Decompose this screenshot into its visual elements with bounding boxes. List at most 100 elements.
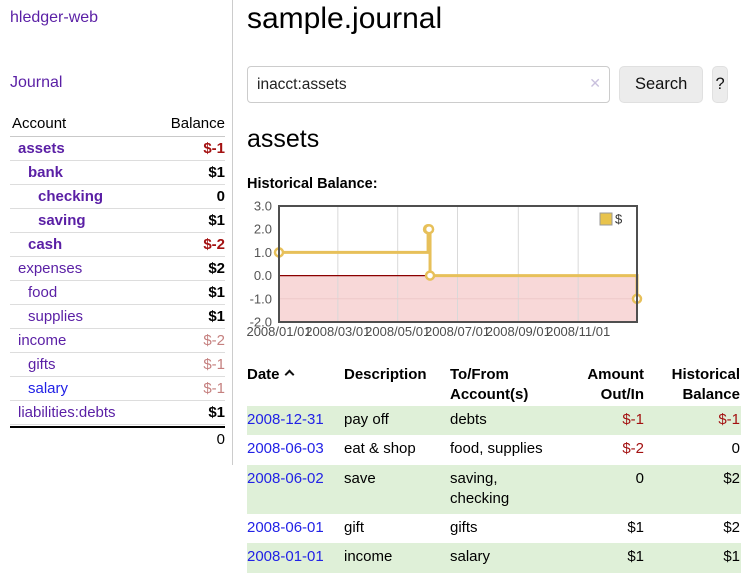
account-balance: $-2 <box>203 332 225 349</box>
search-button[interactable]: Search <box>619 66 704 103</box>
account-link[interactable]: liabilities:debts <box>18 404 116 421</box>
account-row: food $1 <box>10 281 225 305</box>
legend-label: $ <box>615 212 623 227</box>
transaction-description: eat & shop <box>344 440 416 458</box>
register-row: 2008-06-02 save saving, checking 0 $2 <box>247 464 741 514</box>
account-heading: assets <box>247 125 320 153</box>
account-row: expenses $2 <box>10 257 225 281</box>
account-link[interactable]: assets <box>18 140 65 157</box>
account-link[interactable]: checking <box>38 188 104 205</box>
account-balance: $1 <box>208 404 225 421</box>
x-tick-label: 2008/11/01 <box>546 324 610 339</box>
account-link[interactable]: supplies <box>28 308 84 325</box>
col-header-tofrom: To/From Account(s) <box>450 366 529 403</box>
y-tick-label: 0.0 <box>254 268 272 283</box>
account-link[interactable]: cash <box>28 236 63 253</box>
account-row: income $-2 <box>10 329 225 353</box>
help-button[interactable]: ? <box>712 66 728 103</box>
accounts-header-account: Account <box>12 115 67 132</box>
transaction-balance: 0 <box>731 440 740 458</box>
sidebar-item-journal[interactable]: Journal <box>10 74 63 91</box>
x-tick-label: 2008/01/01 <box>246 324 311 339</box>
account-link[interactable]: income <box>18 332 67 349</box>
y-tick-label: -1.0 <box>250 291 272 306</box>
col-header-balance: Historical Balance <box>671 366 740 403</box>
transaction-accounts: gifts <box>450 519 478 536</box>
accounts-total-value: 0 <box>216 431 225 448</box>
date-header-label: Date <box>247 366 280 383</box>
transaction-balance: $1 <box>723 548 740 566</box>
accounts-header-balance: Balance <box>170 115 225 132</box>
account-balance: $-2 <box>203 236 225 253</box>
account-balance: $1 <box>208 212 225 229</box>
transaction-accounts: debts <box>450 411 487 428</box>
account-row: assets $-1 <box>10 137 225 161</box>
transaction-amount: $1 <box>627 548 644 566</box>
account-link[interactable]: bank <box>28 164 64 181</box>
account-balance: $1 <box>208 284 225 301</box>
transaction-balance: $2 <box>723 519 740 536</box>
transaction-date-link[interactable]: 2008-06-02 <box>247 469 324 487</box>
sort-asc-icon <box>284 369 294 380</box>
page-title: sample.journal <box>247 2 443 35</box>
accounts-header-row: Account Balance <box>10 113 225 137</box>
account-balance: $2 <box>208 260 225 277</box>
accounts-table: Account Balance assets $-1 bank $1 checking 0… <box>10 113 225 451</box>
x-tick-label: 2008/03/01 <box>305 324 370 339</box>
account-row: checking 0 <box>10 185 225 209</box>
account-balance: $1 <box>208 308 225 325</box>
x-tick-label: 2008/05/01 <box>365 324 430 339</box>
accounts-rows: assets $-1 bank $1 checking 0 saving $1 cash $-2 e… <box>10 137 225 425</box>
account-balance: $1 <box>208 164 225 181</box>
transaction-date-link[interactable]: 2008-06-01 <box>247 519 324 536</box>
account-row: gifts $-1 <box>10 353 225 377</box>
transaction-accounts: salary <box>450 548 491 566</box>
account-row: liabilities:debts $1 <box>10 401 225 425</box>
account-link[interactable]: gifts <box>28 356 56 373</box>
clear-search-icon[interactable]: ✕ <box>589 75 601 91</box>
accounts-total-row: 0 <box>10 426 225 451</box>
account-row: saving $1 <box>10 209 225 233</box>
x-tick-label: 2008/09/01 <box>486 324 551 339</box>
main-content: sample.journal ✕ Search ? assets Histori… <box>233 0 741 573</box>
transaction-accounts: food, supplies <box>450 440 543 458</box>
legend-swatch <box>599 212 613 226</box>
historical-balance-chart: 3.0 2.0 1.0 0.0 -1.0 -2.0 2008/01/01 2008/03/01… <box>246 199 728 343</box>
account-row: cash $-2 <box>10 233 225 257</box>
sidebar: hledger-web Journal Account Balance asse… <box>0 0 233 465</box>
y-tick-label: 3.0 <box>254 199 272 214</box>
account-balance: $-1 <box>203 380 225 397</box>
transaction-date-link[interactable]: 2008-01-01 <box>247 548 324 566</box>
chart-title: Historical Balance: <box>247 176 378 192</box>
data-point <box>424 270 436 281</box>
register-table: Date Description To/From Account(s) Amou… <box>247 363 741 573</box>
register-row: 2008-12-31 pay off debts $-1 $-1 <box>247 406 741 436</box>
plot-border <box>278 205 638 323</box>
search-input[interactable] <box>247 66 610 103</box>
y-tick-label: 1.0 <box>254 245 272 260</box>
data-point <box>423 223 435 235</box>
account-link[interactable]: salary <box>28 380 69 397</box>
y-tick-label: 2.0 <box>254 222 272 237</box>
transaction-description: pay off <box>344 411 389 428</box>
register-header-row: Date Description To/From Account(s) Amou… <box>247 363 741 406</box>
account-balance: 0 <box>216 188 225 205</box>
app-brand-link[interactable]: hledger-web <box>10 9 99 26</box>
col-header-date[interactable]: Date <box>247 363 344 406</box>
transaction-date-link[interactable]: 2008-12-31 <box>247 411 324 428</box>
transaction-description: gift <box>344 519 365 536</box>
transaction-amount: $-1 <box>622 411 644 428</box>
transaction-amount: 0 <box>635 469 644 487</box>
transaction-amount: $-2 <box>622 440 644 458</box>
transaction-accounts: saving, checking <box>450 469 510 507</box>
account-link[interactable]: saving <box>38 212 86 229</box>
col-header-amount: Amount Out/In <box>587 366 644 403</box>
x-tick-label: 2008/07/01 <box>425 324 490 339</box>
register-row: 2008-06-03 eat & shop food, supplies $-2 0 <box>247 435 741 464</box>
account-link[interactable]: food <box>28 284 58 301</box>
transaction-date-link[interactable]: 2008-06-03 <box>247 440 324 458</box>
transaction-balance: $-1 <box>718 411 740 428</box>
account-link[interactable]: expenses <box>18 260 83 277</box>
account-row: supplies $1 <box>10 305 225 329</box>
